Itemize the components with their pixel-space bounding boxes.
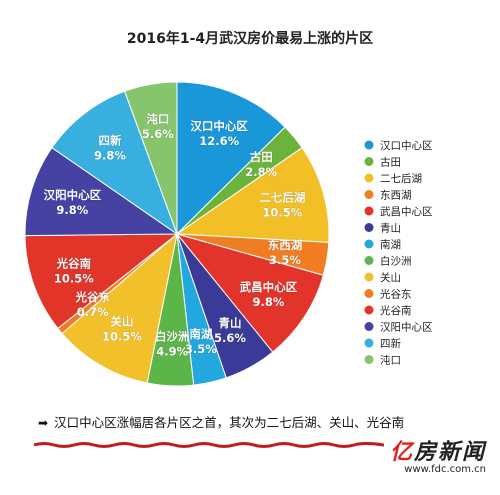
legend-item: 白沙洲	[380, 255, 412, 268]
legend-item: 汉口中心区	[380, 139, 433, 152]
pie-slice-3	[175, 146, 330, 243]
slice-value-label: 10.5%	[262, 205, 302, 219]
legend-item: 二七后湖	[380, 173, 422, 185]
slice-value-label: 4.9%	[156, 344, 188, 358]
legend-swatch	[364, 157, 374, 166]
slice-name-label: 沌口	[146, 112, 169, 126]
watermark-url: www.fdc.com.cn	[404, 464, 486, 475]
legend-swatch	[364, 223, 374, 232]
legend-swatch	[364, 190, 374, 199]
legend-swatch	[364, 305, 374, 315]
slice-name-label: 武昌中心区	[240, 280, 298, 294]
slice-name-label: 南湖	[189, 327, 212, 341]
legend-swatch	[364, 173, 374, 183]
legend-item: 光谷南	[380, 304, 412, 317]
red-divider-line	[34, 442, 384, 448]
slice-name-label: 关山	[110, 315, 133, 329]
slice-value-label: 2.8%	[245, 165, 277, 179]
legend-swatch	[364, 355, 374, 364]
pie-slice-11	[24, 233, 179, 330]
slice-name-label: 东西湖	[268, 238, 303, 252]
pie-slice-12	[24, 146, 179, 237]
slice-name-label: 二七后湖	[259, 190, 305, 204]
slice-name-label: 青山	[218, 316, 241, 330]
legend-item: 青山	[380, 222, 401, 235]
legend-swatch	[364, 272, 374, 282]
legend-item: 光谷东	[380, 288, 412, 301]
legend-swatch	[364, 338, 374, 348]
pie-slice-1	[176, 81, 286, 236]
legend-item: 关山	[380, 271, 401, 284]
legend-item: 古田	[380, 156, 401, 169]
slice-name-label: 古田	[250, 150, 273, 164]
arrow-icon: ➡	[38, 416, 49, 430]
slice-name-label: 白沙洲	[155, 329, 190, 343]
legend-item: 汉阳中心区	[380, 321, 433, 334]
slice-value-label: 5.6%	[142, 127, 174, 141]
legend-item: 沌口	[380, 354, 401, 367]
slice-value-label: 0.7%	[77, 305, 109, 319]
slice-name-label: 汉口中心区	[190, 119, 248, 133]
slice-name-label: 光谷南	[56, 257, 92, 271]
legend-item: 东西湖	[380, 189, 412, 202]
watermark-logo: 亿房新闻 www.fdc.com.cn	[376, 434, 486, 475]
slice-value-label: 9.8%	[252, 295, 284, 309]
footnote: ➡ 汉口中心区涨幅居各片区之首，其次为二七后湖、关山、光谷南	[38, 412, 498, 431]
chart-title: 2016年1-4月武汉房价最易上涨的片区	[126, 31, 374, 47]
legend-item: 武昌中心区	[380, 205, 433, 218]
legend-swatch	[364, 256, 374, 265]
pie-slice-14	[124, 81, 178, 235]
slice-name-label: 四新	[98, 133, 121, 147]
legend-swatch	[364, 239, 374, 249]
pie-slice-9	[61, 232, 178, 384]
slice-value-label: 12.6%	[199, 134, 239, 148]
pie-slice-13	[51, 90, 179, 236]
slice-name-label: 汉阳中心区	[44, 188, 102, 202]
slice-name-label: 光谷东	[74, 290, 110, 304]
pie-chart: 汉口中心区12.6%古田2.8%二七后湖10.5%东西湖3.5%武昌中心区9.8…	[24, 81, 433, 387]
slice-value-label: 9.8%	[56, 203, 88, 217]
legend-item: 四新	[380, 337, 401, 350]
legend-swatch	[364, 206, 374, 216]
slice-value-label: 10.5%	[54, 272, 94, 286]
legend-swatch	[364, 289, 374, 298]
slice-value-label: 3.5%	[185, 342, 217, 356]
slice-value-label: 5.6%	[214, 331, 246, 345]
slice-value-label: 9.8%	[94, 148, 126, 162]
pie-slice-5	[175, 233, 324, 353]
slice-value-label: 3.5%	[269, 253, 301, 267]
legend-item: 南湖	[380, 238, 401, 251]
slice-value-label: 10.5%	[102, 330, 142, 344]
legend-swatch	[364, 322, 374, 331]
legend-swatch	[364, 140, 374, 150]
footnote-text: 汉口中心区涨幅居各片区之首，其次为二七后湖、关山、光谷南	[54, 415, 405, 430]
